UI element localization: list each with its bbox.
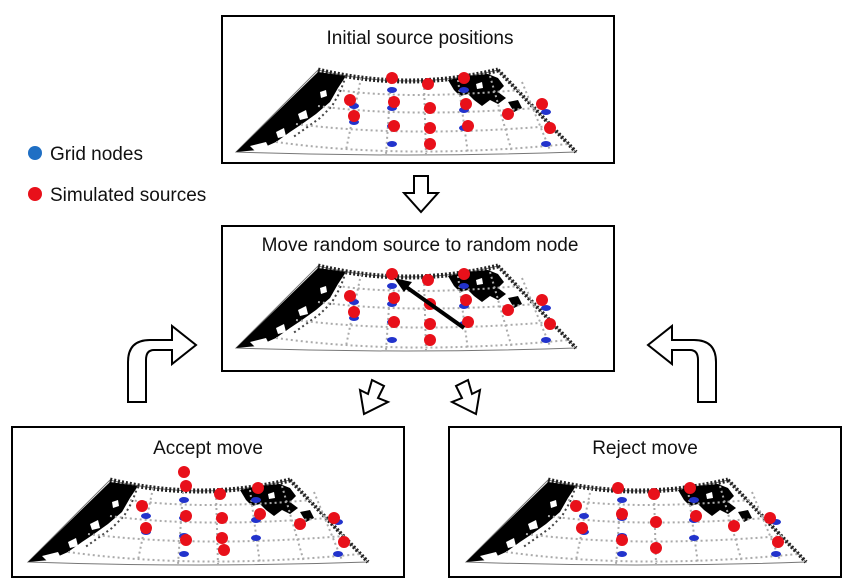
panel-initial-title: Initial source positions [327, 28, 514, 49]
grid-nodes-legend-label: Grid nodes [50, 144, 143, 165]
down-left-arrow-icon [358, 378, 391, 416]
panel-initial-frame [221, 15, 615, 164]
panel-reject: Reject move [448, 426, 842, 578]
map-reject [466, 480, 806, 565]
loop-arrow-right-icon [646, 323, 717, 403]
panel-accept: Accept move [11, 426, 405, 578]
move-arrow-head-icon [394, 278, 412, 292]
down-right-arrow-icon [449, 378, 482, 416]
legend: Grid nodes Simulated sources [28, 144, 206, 206]
map-accept [28, 466, 368, 565]
panel-initial: Initial source positions [221, 15, 615, 164]
map-move [236, 266, 576, 351]
move-arrow-line [400, 282, 466, 330]
panel-reject-title: Reject move [592, 438, 698, 459]
simulated-sources-legend-label: Simulated sources [50, 185, 206, 206]
panel-accept-title: Accept move [153, 438, 263, 459]
loop-arrow-left-icon [127, 323, 198, 403]
down-arrow-icon [401, 175, 441, 214]
grid-nodes-legend-dot [28, 146, 42, 160]
panel-move-title: Move random source to random node [262, 235, 579, 256]
simulated-sources-legend-dot [28, 187, 42, 201]
panel-move: Move random source to random node [221, 225, 615, 372]
